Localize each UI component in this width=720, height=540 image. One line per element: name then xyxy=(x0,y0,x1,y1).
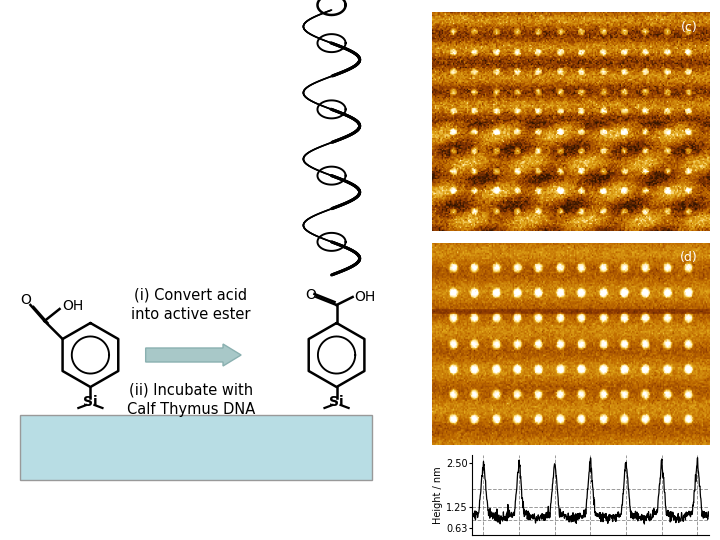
Text: OH: OH xyxy=(354,290,375,304)
Text: (d): (d) xyxy=(680,251,698,264)
Text: (i) Convert acid
into active ester: (i) Convert acid into active ester xyxy=(131,288,251,322)
Text: Si: Si xyxy=(83,395,98,409)
Text: Si: Si xyxy=(329,395,344,409)
Text: O: O xyxy=(20,293,31,307)
Text: OH: OH xyxy=(62,299,84,313)
Text: Height / nm: Height / nm xyxy=(433,467,443,524)
Bar xyxy=(20,415,372,480)
Text: (c): (c) xyxy=(681,21,698,34)
FancyArrow shape xyxy=(145,344,241,366)
Text: (ii) Incubate with
Calf Thymus DNA: (ii) Incubate with Calf Thymus DNA xyxy=(127,383,255,417)
Text: O: O xyxy=(305,288,316,302)
